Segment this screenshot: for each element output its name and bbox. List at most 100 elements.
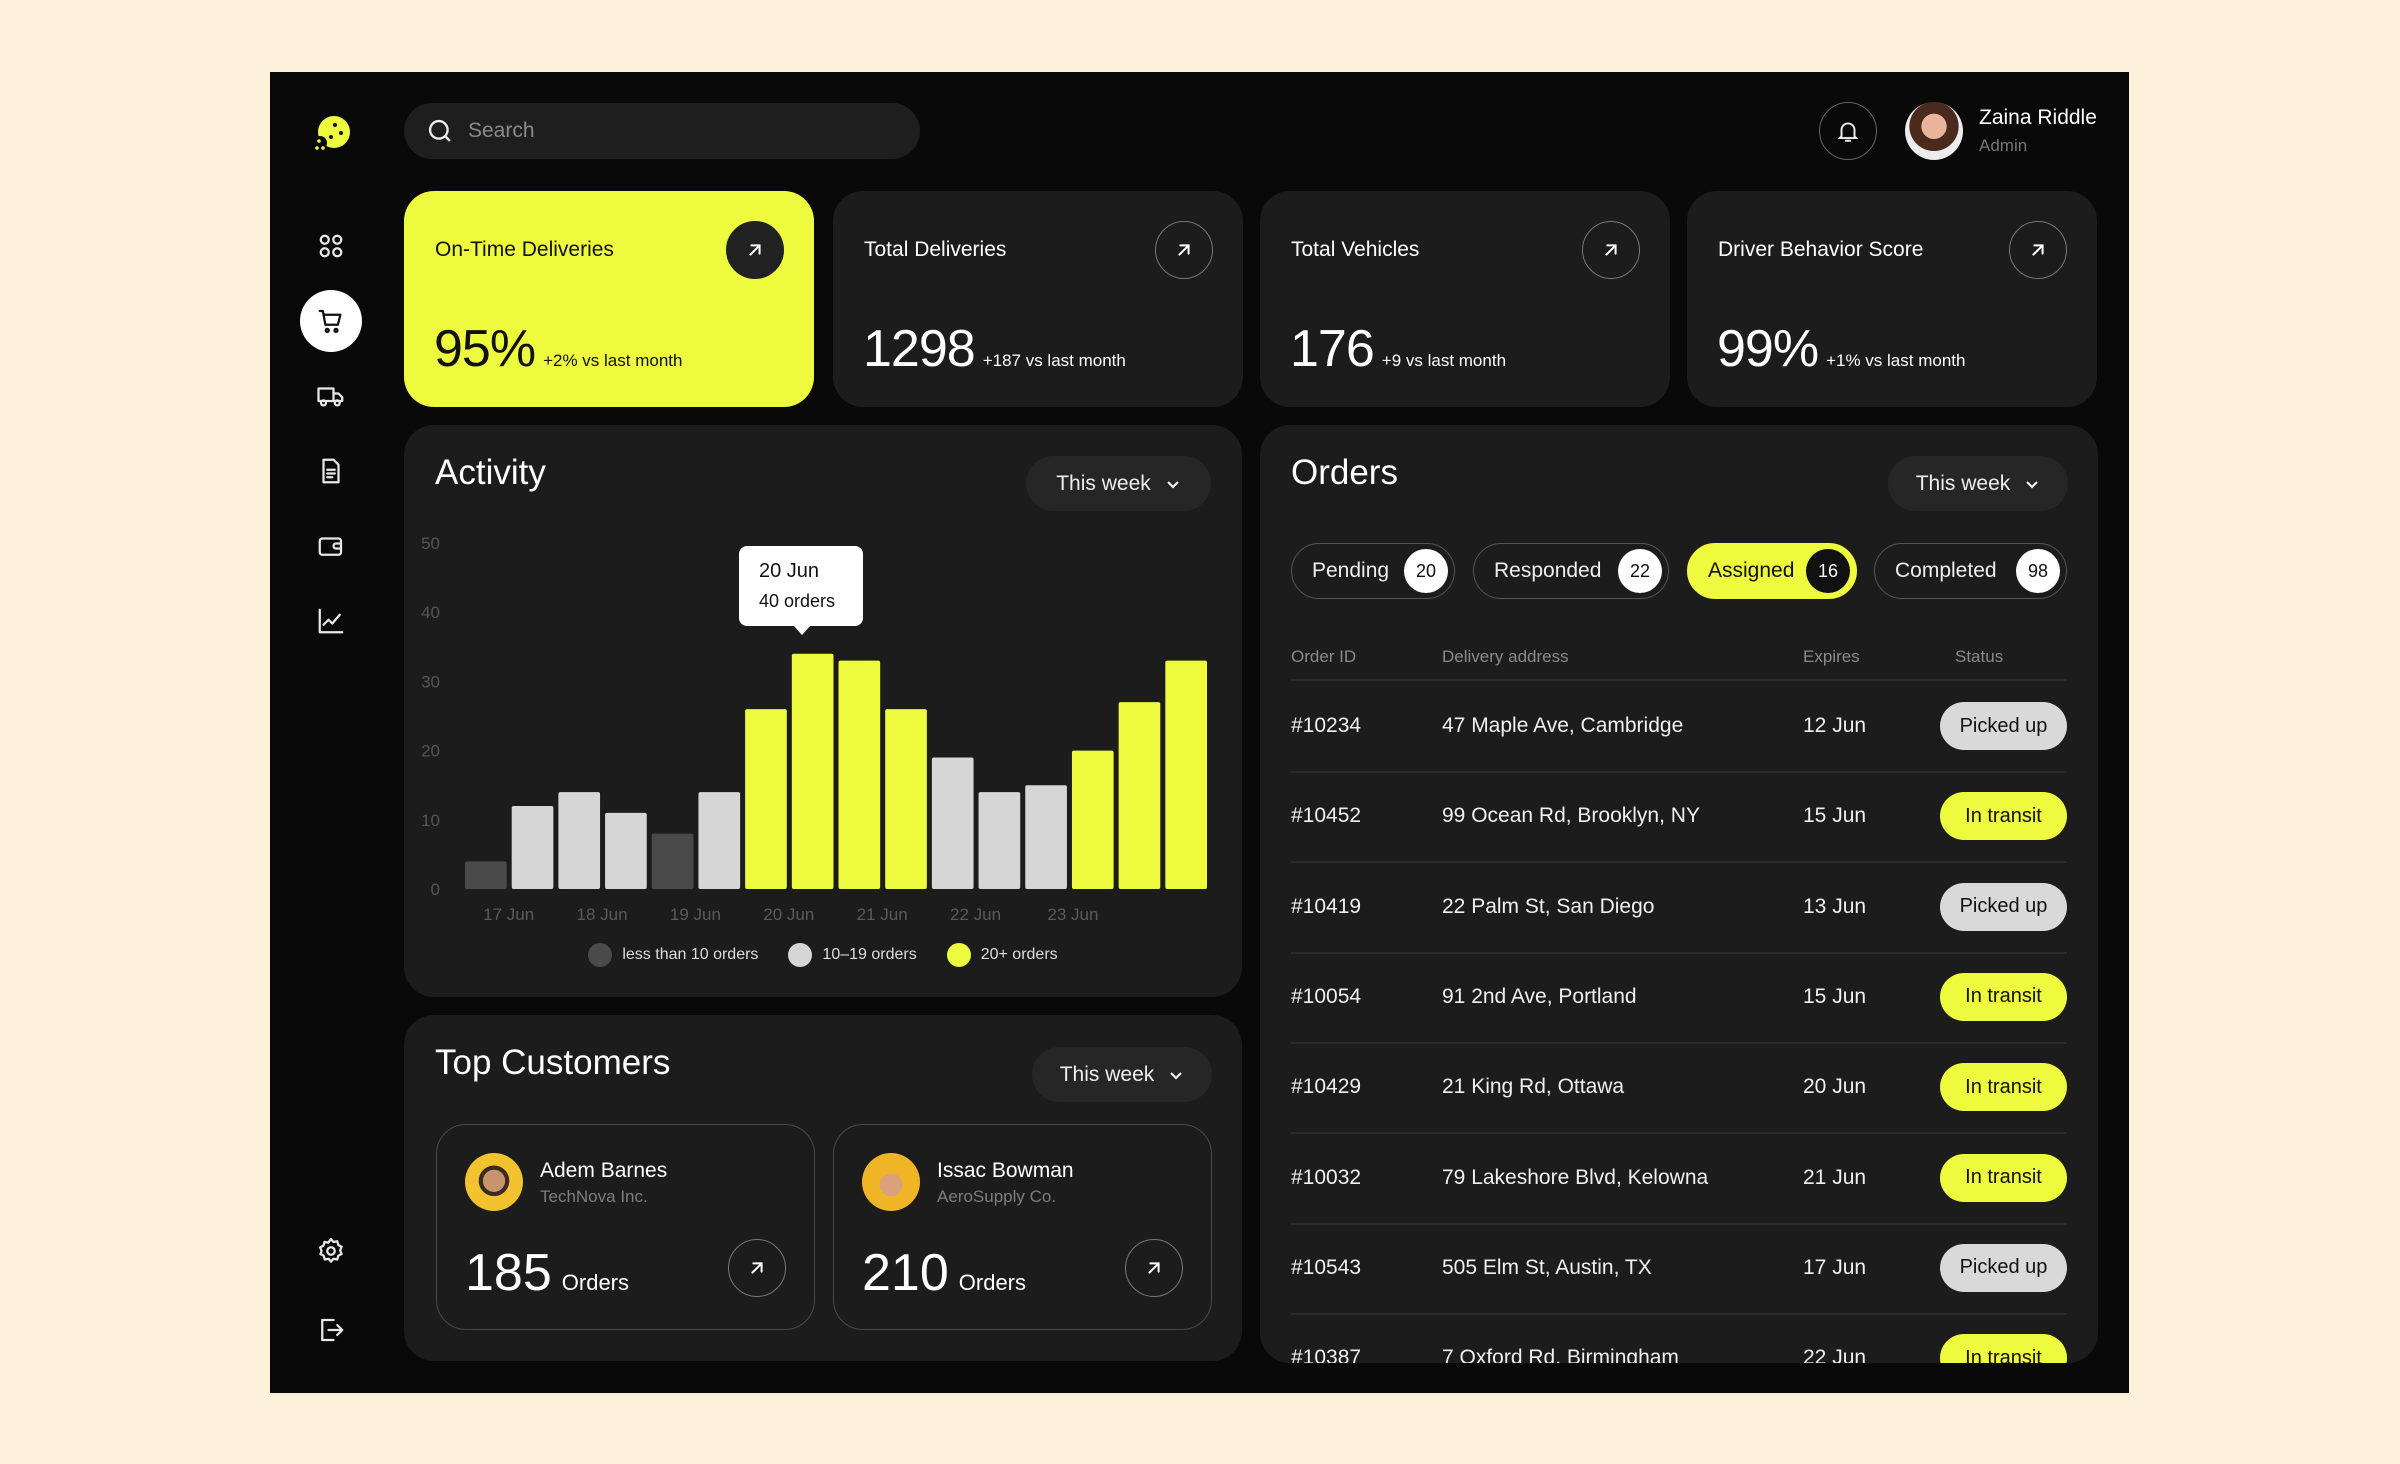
header-divider: [1291, 679, 2067, 681]
order-id: #10234: [1291, 714, 1362, 737]
chart-bar[interactable]: [1118, 702, 1161, 889]
chart-bar[interactable]: [1071, 750, 1114, 889]
chart-line-icon: [318, 608, 344, 634]
customer-card[interactable]: Issac Bowman AeroSupply Co. 210 Orders: [833, 1124, 1212, 1330]
sidebar-item-documents[interactable]: [306, 446, 356, 496]
stat-card-on-time-deliveries[interactable]: On-Time Deliveries 95% +2% vs last month: [404, 191, 814, 407]
chart-bar[interactable]: [1165, 660, 1207, 889]
chart-bar[interactable]: [791, 653, 834, 889]
chart-tooltip: 20 Jun 40 orders: [739, 546, 863, 635]
stat-card-total-vehicles[interactable]: Total Vehicles 176 +9 vs last month: [1260, 191, 1670, 407]
open-customer-button[interactable]: [728, 1239, 786, 1297]
row-divider: [1291, 771, 2067, 773]
chart-bar[interactable]: [978, 792, 1021, 889]
chart-bar[interactable]: [885, 709, 927, 889]
stat-title: On-Time Deliveries: [435, 238, 614, 261]
sidebar-item-dashboard[interactable]: [306, 221, 356, 271]
document-icon: [322, 458, 340, 484]
stat-card-total-deliveries[interactable]: Total Deliveries 1298 +187 vs last month: [833, 191, 1243, 407]
truck-icon: [317, 387, 344, 407]
notifications-button[interactable]: [1819, 102, 1877, 160]
legend-item: less than 10 orders: [588, 943, 758, 967]
table-row[interactable]: #10234 47 Maple Ave, Cambridge 12 Jun Picke…: [1260, 681, 2098, 771]
x-tick-label: 23 Jun: [1047, 905, 1098, 924]
search-icon: [428, 119, 451, 142]
order-id: #10387: [1291, 1346, 1362, 1363]
chart-bar[interactable]: [605, 812, 647, 889]
sidebar-item-analytics[interactable]: [306, 596, 356, 646]
delivery-address: 7 Oxford Rd, Birmingham: [1442, 1346, 1679, 1363]
open-button[interactable]: [726, 221, 784, 279]
x-tick-label: 20 Jun: [763, 905, 814, 924]
legend-label: 20+ orders: [980, 946, 1058, 963]
sidebar-item-orders[interactable]: [300, 290, 362, 352]
status-badge[interactable]: In transit: [1940, 792, 2067, 841]
chart-bar[interactable]: [465, 861, 507, 889]
filter-responded[interactable]: Responded 22: [1473, 543, 1669, 599]
table-row[interactable]: #10419 22 Palm St, San Diego 13 Jun Picked …: [1260, 862, 2098, 952]
table-row[interactable]: #10429 21 King Rd, Ottawa 20 Jun In transit: [1260, 1042, 2098, 1132]
status-badge[interactable]: In transit: [1940, 972, 2067, 1021]
chart-bar[interactable]: [931, 757, 974, 889]
user-avatar[interactable]: [1905, 102, 1963, 160]
legend-item: 20+ orders: [946, 943, 1058, 967]
sidebar-item-settings[interactable]: [306, 1226, 356, 1276]
orders-period-dropdown[interactable]: This week: [1888, 456, 2068, 511]
chart-bar[interactable]: [1025, 785, 1067, 889]
filter-assigned[interactable]: Assigned 16: [1687, 543, 1857, 599]
search-bar[interactable]: [404, 103, 920, 159]
order-id: #10032: [1291, 1165, 1362, 1189]
delivery-address: 505 Elm St, Austin, TX: [1442, 1255, 1652, 1279]
open-button[interactable]: [1155, 221, 1213, 279]
y-tick-label: 40: [421, 603, 440, 622]
row-divider: [1291, 861, 2067, 864]
table-row[interactable]: #10387 7 Oxford Rd, Birmingham 22 Jun In tr…: [1260, 1313, 2098, 1363]
table-row[interactable]: #10032 79 Lakeshore Blvd, Kelowna 21 Jun In…: [1260, 1133, 2098, 1223]
table-row[interactable]: #10452 99 Ocean Rd, Brooklyn, NY 15 Jun In …: [1260, 771, 2098, 861]
legend-label: less than 10 orders: [622, 946, 759, 963]
status-badge[interactable]: Picked up: [1940, 702, 2067, 750]
stat-delta: +1% vs last month: [1826, 351, 1966, 370]
legend-item: 10–19 orders: [788, 943, 917, 967]
filter-label: Responded: [1494, 559, 1602, 582]
chart-bar[interactable]: [511, 805, 554, 889]
expires-date: 21 Jun: [1803, 1165, 1867, 1189]
open-customer-button[interactable]: [1125, 1239, 1183, 1297]
filter-completed[interactable]: Completed 98: [1874, 543, 2067, 599]
sidebar-item-logout[interactable]: [306, 1305, 356, 1355]
table-row[interactable]: #10054 91 2nd Ave, Portland 15 Jun In trans…: [1260, 952, 2098, 1042]
stat-delta: +2% vs last month: [543, 351, 683, 370]
filter-label: Completed: [1895, 559, 1997, 582]
chart-bar[interactable]: [838, 660, 881, 889]
orders-panel: Orders This week Pending 20 Responded 22 A…: [1260, 425, 2098, 1363]
table-row[interactable]: #10543 505 Elm St, Austin, TX 17 Jun Picked…: [1260, 1223, 2098, 1313]
customers-period-dropdown[interactable]: This week: [1032, 1047, 1212, 1102]
sidebar-item-wallet[interactable]: [306, 521, 356, 571]
status-badge[interactable]: In transit: [1940, 1153, 2067, 1202]
expires-date: 15 Jun: [1803, 804, 1867, 828]
status-badge[interactable]: Picked up: [1940, 882, 2067, 931]
status-badge[interactable]: In transit: [1940, 1334, 2067, 1363]
chart-bar[interactable]: [698, 792, 741, 889]
activity-period-dropdown[interactable]: This week: [1026, 456, 1211, 511]
open-button[interactable]: [1582, 221, 1640, 279]
chart-bar[interactable]: [558, 792, 601, 889]
chart-bar[interactable]: [745, 709, 787, 889]
customer-card[interactable]: Adem Barnes TechNova Inc. 185 Orders: [436, 1124, 815, 1330]
logout-icon: [321, 1318, 344, 1342]
search-input[interactable]: [468, 119, 868, 143]
open-button[interactable]: [2009, 221, 2067, 279]
stat-card-driver-behavior-score[interactable]: Driver Behavior Score 99% +1% vs last mon…: [1687, 191, 2097, 407]
filter-count: 98: [2016, 549, 2060, 593]
status-badge[interactable]: Picked up: [1940, 1243, 2067, 1292]
column-header-order-id: Order ID: [1291, 647, 1357, 666]
y-tick-label: 30: [421, 672, 440, 691]
status-badge[interactable]: In transit: [1940, 1063, 2067, 1112]
filter-pending[interactable]: Pending 20: [1291, 543, 1455, 599]
legend-label: 10–19 orders: [822, 946, 917, 963]
customer-avatar: [862, 1153, 920, 1211]
chart-bar[interactable]: [651, 833, 694, 889]
customer-orders: 185: [465, 1244, 552, 1302]
sidebar-item-vehicles[interactable]: [306, 371, 356, 421]
arrow-up-right-icon: [749, 244, 761, 256]
